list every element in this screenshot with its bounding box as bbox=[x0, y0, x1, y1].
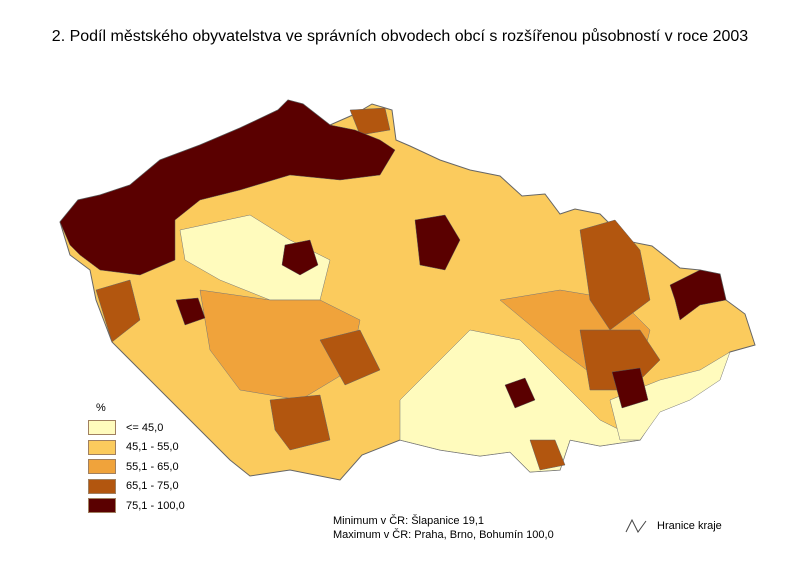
region-max-northwest bbox=[59, 99, 396, 276]
legend-swatch bbox=[88, 498, 116, 514]
region-high-west bbox=[95, 279, 141, 343]
legend-label: 55,1 - 65,0 bbox=[126, 460, 179, 473]
legend-item: 75,1 - 100,0 bbox=[88, 496, 185, 516]
legend-swatch bbox=[88, 459, 116, 475]
region-max-ostrava bbox=[669, 269, 727, 321]
legend-item: <= 45,0 bbox=[88, 418, 185, 438]
legend-item: 55,1 - 65,0 bbox=[88, 457, 185, 477]
legend-unit: % bbox=[96, 402, 106, 414]
legend: % <= 45,0 45,1 - 55,0 55,1 - 65,0 65,1 -… bbox=[88, 402, 185, 516]
legend-swatch bbox=[88, 420, 116, 436]
region-border-line-icon bbox=[625, 518, 647, 533]
maximum-note: Maximum v ČR: Praha, Brno, Bohumín 100,0 bbox=[333, 529, 554, 541]
region-max-hradec bbox=[414, 214, 461, 271]
region-max-plzen bbox=[175, 297, 206, 326]
legend-label: 45,1 - 55,0 bbox=[126, 441, 179, 454]
legend-label: 75,1 - 100,0 bbox=[126, 499, 185, 512]
legend-item: 45,1 - 55,0 bbox=[88, 438, 185, 458]
legend-label: <= 45,0 bbox=[126, 421, 164, 434]
region-max-brno bbox=[504, 377, 536, 409]
notes: Minimum v ČR: Šlapanice 19,1 Maximum v Č… bbox=[333, 514, 554, 542]
region-high-south bbox=[269, 394, 331, 451]
border-legend: Hranice kraje bbox=[625, 518, 722, 534]
legend-label: 65,1 - 75,0 bbox=[126, 480, 179, 493]
border-legend-label: Hranice kraje bbox=[657, 520, 722, 532]
legend-swatch bbox=[88, 439, 116, 455]
region-high-center bbox=[319, 329, 381, 386]
minimum-note: Minimum v ČR: Šlapanice 19,1 bbox=[333, 515, 485, 527]
legend-item: 65,1 - 75,0 bbox=[88, 477, 185, 497]
region-max-zlin bbox=[611, 367, 649, 409]
map-title: 2. Podíl městského obyvatelstva ve správ… bbox=[51, 28, 749, 45]
region-high-north bbox=[349, 107, 391, 136]
region-max-praha bbox=[281, 239, 319, 276]
region-high-north-moravia bbox=[579, 219, 651, 331]
legend-swatch bbox=[88, 478, 116, 494]
region-light-east bbox=[609, 351, 731, 441]
region-high-hodonin bbox=[529, 439, 566, 471]
